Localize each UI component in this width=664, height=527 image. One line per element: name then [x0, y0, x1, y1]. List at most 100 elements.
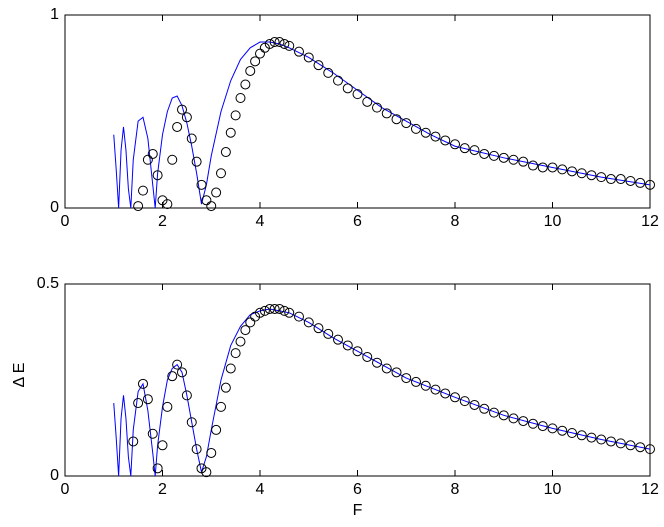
data-point [201, 467, 212, 478]
data-point [411, 376, 421, 387]
data-point [138, 378, 148, 389]
data-point [191, 156, 202, 167]
x-tick-label: 4 [256, 481, 265, 498]
data-point [489, 150, 499, 161]
data-point [269, 37, 280, 48]
data-point [294, 46, 304, 57]
data-point [284, 307, 295, 318]
x-tick-label: 4 [256, 213, 265, 230]
data-point [167, 154, 178, 165]
data-point [245, 317, 256, 328]
data-point [430, 384, 441, 395]
data-point [450, 139, 460, 150]
x-tick-label: 6 [353, 213, 362, 230]
data-point [547, 423, 558, 434]
data-point [635, 177, 646, 188]
x-tick-label: 12 [641, 481, 659, 498]
data-point [469, 145, 480, 156]
data-point [152, 463, 163, 474]
data-point [537, 421, 548, 432]
data-point [172, 359, 183, 370]
data-point [230, 348, 241, 359]
data-point [181, 390, 192, 401]
data-point [323, 67, 334, 78]
data-point [201, 195, 212, 206]
y-tick-label: 0.5 [37, 275, 59, 292]
x-tick-label: 12 [641, 213, 659, 230]
data-point [172, 121, 183, 132]
data-point [381, 108, 392, 119]
data-point [186, 417, 197, 428]
data-point [147, 148, 158, 159]
data-point [152, 170, 163, 181]
data-point [586, 170, 597, 181]
data-point [264, 303, 275, 314]
data-point [274, 303, 285, 314]
data-point [420, 380, 431, 391]
data-point [303, 317, 314, 328]
data-point [401, 373, 412, 384]
data-point [220, 147, 231, 158]
data-point [362, 351, 373, 362]
data-point [323, 328, 334, 339]
data-line [113, 308, 651, 477]
data-point [567, 427, 577, 438]
data-point [557, 164, 568, 175]
data-point [411, 123, 421, 134]
data-point [352, 89, 363, 100]
plot-area [64, 283, 651, 477]
y-tick-label: 0 [50, 467, 59, 484]
data-point [206, 201, 217, 212]
x-tick-label: 2 [158, 213, 167, 230]
data-point [128, 436, 139, 447]
data-point [269, 303, 280, 314]
data-point [259, 305, 270, 316]
data-point [220, 382, 231, 393]
data-point [381, 363, 392, 374]
data-point [133, 201, 144, 212]
data-point [240, 79, 251, 90]
data-point [225, 363, 236, 374]
data-point [186, 133, 197, 144]
data-point [162, 199, 173, 210]
data-point [508, 154, 519, 165]
data-point [567, 166, 577, 177]
data-point [596, 172, 607, 183]
data-point [264, 38, 275, 49]
data-point [225, 127, 236, 138]
data-point [157, 440, 168, 451]
data-point [625, 175, 636, 186]
data-point [450, 392, 460, 403]
plot-area [64, 14, 651, 209]
data-point [401, 118, 412, 129]
data-point [645, 444, 655, 455]
data-point [645, 179, 655, 190]
data-point [196, 179, 207, 190]
data-point [498, 152, 509, 163]
x-tick-label: 10 [544, 213, 562, 230]
x-tick-label: 0 [61, 213, 70, 230]
data-point [313, 323, 324, 334]
data-point [235, 92, 246, 103]
data-point [625, 440, 636, 451]
data-point [586, 432, 597, 443]
data-point [333, 334, 343, 345]
data-point [245, 65, 256, 76]
x-tick-label: 8 [451, 213, 460, 230]
data-point [391, 114, 402, 125]
data-point [303, 52, 314, 63]
y-tick-label: 0 [50, 199, 59, 216]
data-point [518, 156, 529, 167]
data-point [235, 336, 246, 347]
data-point [206, 447, 217, 458]
data-point [191, 444, 202, 455]
data-point [211, 424, 222, 435]
data-point [284, 40, 295, 51]
data-point [440, 135, 451, 146]
data-point [518, 416, 529, 427]
x-tick-label: 0 [61, 481, 70, 498]
data-point [362, 96, 373, 107]
data-point [142, 394, 153, 405]
data-point [489, 407, 499, 418]
